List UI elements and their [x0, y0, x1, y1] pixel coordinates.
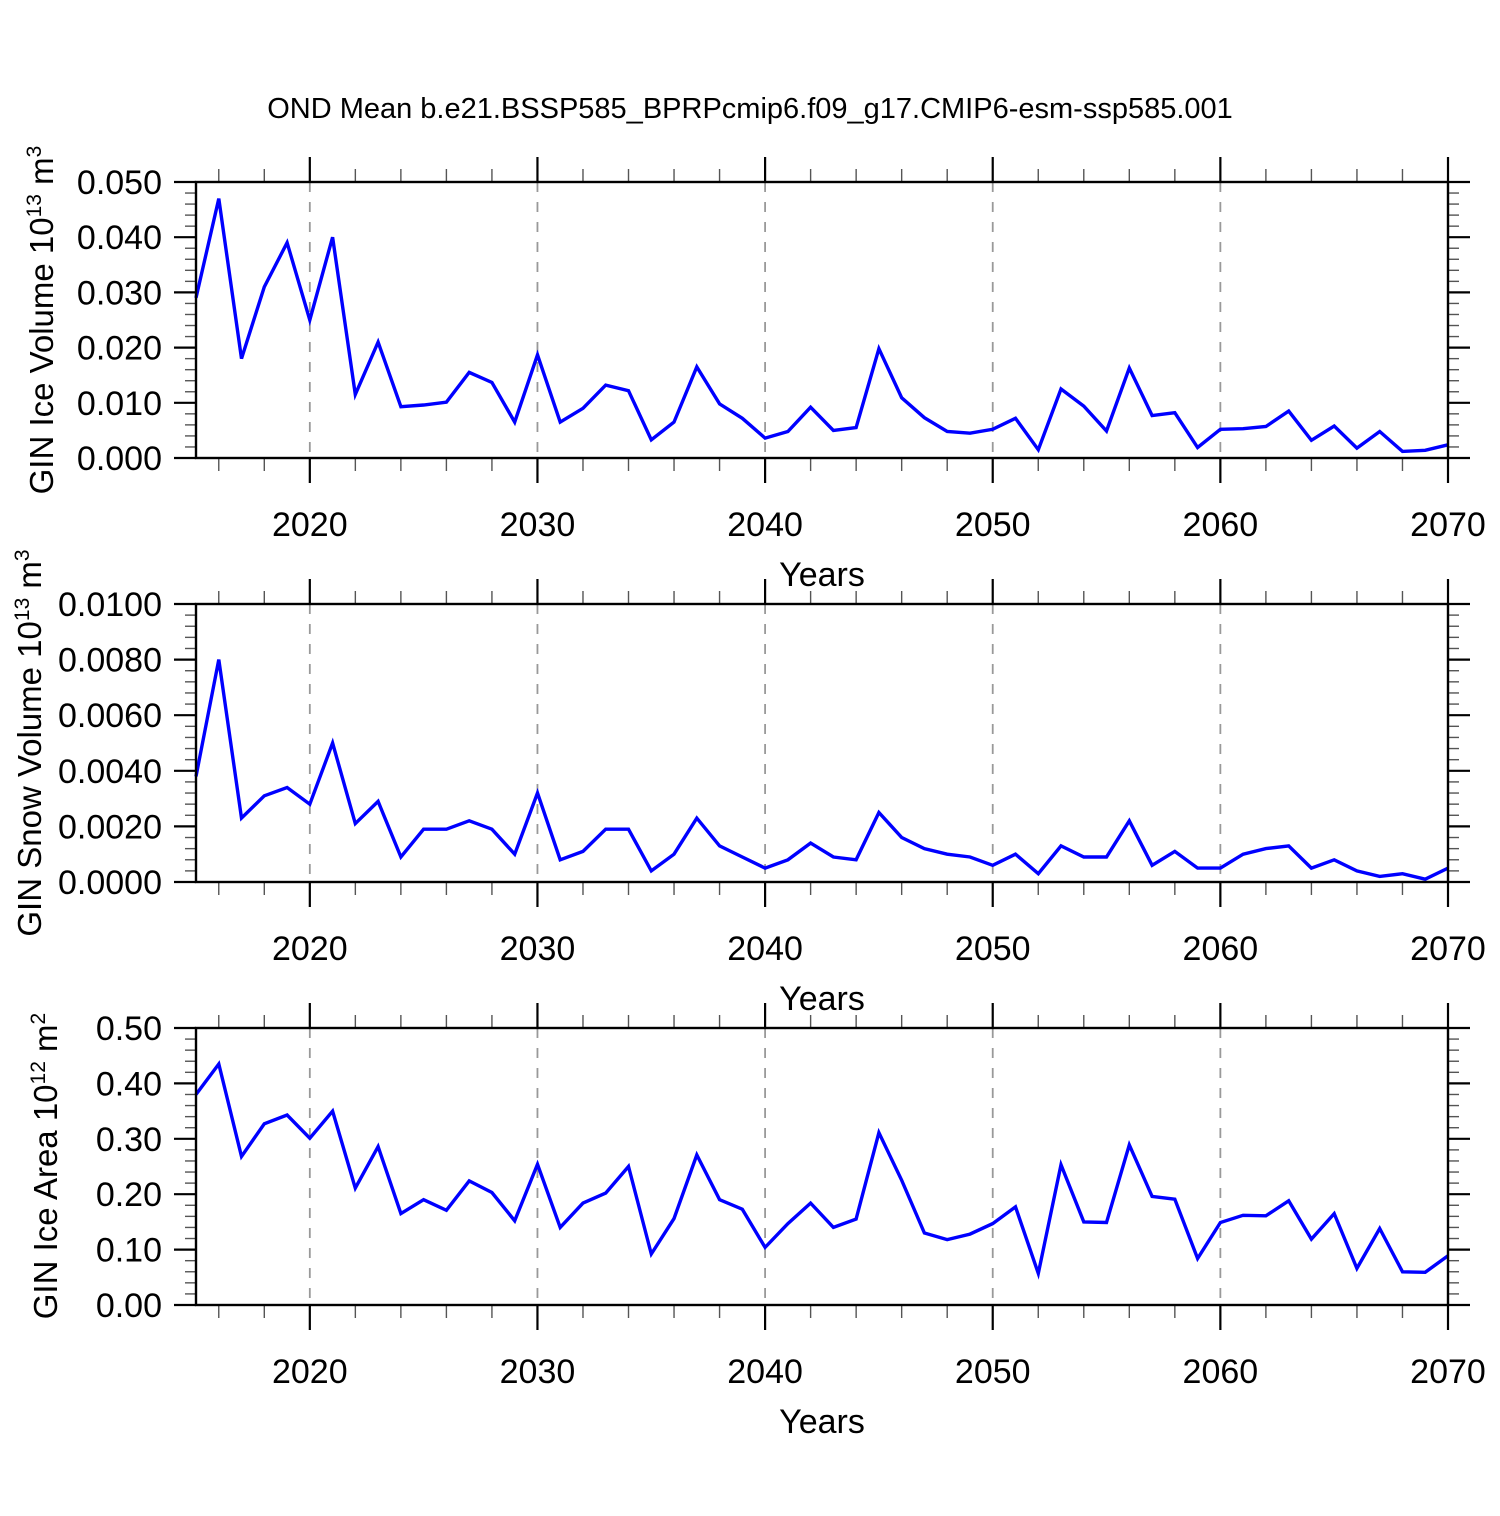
x-tick-label: 2060 — [1183, 506, 1259, 544]
plot-frame — [194, 1026, 1450, 1307]
x-tick-label: 2070 — [1410, 930, 1486, 968]
x-axis-title: Years — [779, 1403, 865, 1441]
y-tick-label: 0.030 — [77, 274, 162, 312]
ice-area-chart: Years 2020 2030 2040 2050 2060 2070 0.00 0.10 0.… — [96, 1003, 1486, 1441]
x-tick-label: 2070 — [1410, 1353, 1486, 1391]
y-tick-label: 0.10 — [96, 1232, 162, 1270]
snow-volume-chart: Years 2020 2030 2040 2050 2060 2070 0.0000 0.00… — [58, 579, 1486, 1018]
data-series-line — [194, 659, 1449, 881]
x-tick-label: 2060 — [1183, 930, 1259, 968]
x-tick-label: 2030 — [500, 506, 576, 544]
x-tick-label: 2050 — [955, 930, 1031, 968]
y-tick-label: 0.30 — [96, 1121, 162, 1159]
y-tick-label: 0.0100 — [58, 586, 162, 624]
plot-frame — [194, 180, 1450, 460]
chart-title: OND Mean b.e21.BSSP585_BPRPcmip6.f09_g17… — [267, 93, 1233, 125]
y-tick-label: 0.0080 — [58, 642, 162, 680]
y-tick-label: 0.000 — [77, 440, 162, 478]
x-tick-label: 2050 — [955, 506, 1031, 544]
y-tick-label: 0.0040 — [58, 753, 162, 791]
plot-frame — [194, 602, 1450, 884]
y-tick-label: 0.40 — [96, 1065, 162, 1103]
x-tick-label: 2040 — [727, 506, 803, 544]
ice-volume-chart: Years 2020 2030 2040 2050 2060 2070 0.000 0.010… — [77, 157, 1486, 594]
x-tick-label: 2020 — [272, 930, 348, 968]
data-series-line — [194, 1060, 1450, 1280]
data-series-line — [194, 198, 1449, 454]
x-tick-label: 2050 — [955, 1353, 1031, 1391]
x-tick-label: 2070 — [1410, 506, 1486, 544]
y-tick-label: 0.50 — [96, 1010, 162, 1048]
x-axis-title: Years — [779, 980, 865, 1018]
x-tick-label: 2030 — [500, 1353, 576, 1391]
y-tick-label: 0.040 — [77, 219, 162, 257]
y-tick-label: 0.0000 — [58, 864, 162, 902]
x-tick-label: 2020 — [272, 1353, 348, 1391]
x-tick-label: 2060 — [1183, 1353, 1259, 1391]
y-tick-label: 0.010 — [77, 385, 162, 423]
x-axis-title: Years — [779, 556, 865, 594]
x-tick-label: 2030 — [500, 930, 576, 968]
y-tick-label: 0.0060 — [58, 697, 162, 735]
y-tick-label: 0.0020 — [58, 808, 162, 846]
y-tick-label: 0.020 — [77, 330, 162, 368]
y-tick-label: 0.00 — [96, 1287, 162, 1325]
y-tick-label: 0.050 — [77, 164, 162, 202]
y-tick-label: 0.20 — [96, 1176, 162, 1214]
x-tick-label: 2040 — [727, 930, 803, 968]
x-tick-label: 2020 — [272, 506, 348, 544]
x-tick-label: 2040 — [727, 1353, 803, 1391]
